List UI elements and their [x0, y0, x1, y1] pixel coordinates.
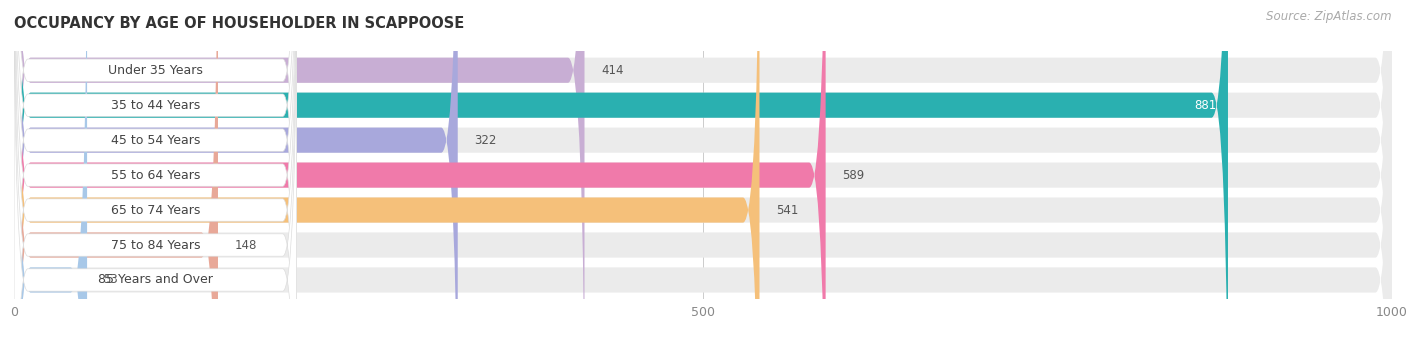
- Text: 75 to 84 Years: 75 to 84 Years: [111, 239, 200, 252]
- Text: 55 to 64 Years: 55 to 64 Years: [111, 169, 200, 182]
- FancyBboxPatch shape: [14, 0, 759, 340]
- FancyBboxPatch shape: [14, 0, 1392, 340]
- FancyBboxPatch shape: [14, 0, 297, 340]
- Text: OCCUPANCY BY AGE OF HOUSEHOLDER IN SCAPPOOSE: OCCUPANCY BY AGE OF HOUSEHOLDER IN SCAPP…: [14, 16, 464, 31]
- FancyBboxPatch shape: [14, 0, 87, 340]
- Text: 65 to 74 Years: 65 to 74 Years: [111, 204, 200, 217]
- FancyBboxPatch shape: [14, 0, 1227, 340]
- FancyBboxPatch shape: [14, 0, 1392, 340]
- Text: 414: 414: [600, 64, 623, 77]
- Text: Source: ZipAtlas.com: Source: ZipAtlas.com: [1267, 10, 1392, 23]
- FancyBboxPatch shape: [14, 0, 458, 340]
- FancyBboxPatch shape: [14, 0, 1392, 340]
- FancyBboxPatch shape: [14, 0, 297, 340]
- Text: 541: 541: [776, 204, 799, 217]
- FancyBboxPatch shape: [14, 0, 297, 340]
- FancyBboxPatch shape: [14, 0, 1392, 340]
- Text: 589: 589: [842, 169, 865, 182]
- Text: 322: 322: [474, 134, 496, 147]
- Text: 53: 53: [104, 273, 118, 287]
- FancyBboxPatch shape: [14, 0, 297, 340]
- FancyBboxPatch shape: [14, 0, 825, 340]
- Text: 148: 148: [235, 239, 257, 252]
- FancyBboxPatch shape: [14, 0, 297, 340]
- Text: Under 35 Years: Under 35 Years: [108, 64, 202, 77]
- Text: 45 to 54 Years: 45 to 54 Years: [111, 134, 200, 147]
- Text: 85 Years and Over: 85 Years and Over: [98, 273, 212, 287]
- FancyBboxPatch shape: [14, 0, 1392, 340]
- FancyBboxPatch shape: [14, 0, 1392, 340]
- Text: 35 to 44 Years: 35 to 44 Years: [111, 99, 200, 112]
- FancyBboxPatch shape: [14, 0, 297, 340]
- Text: 881: 881: [1195, 99, 1218, 112]
- FancyBboxPatch shape: [14, 0, 218, 340]
- FancyBboxPatch shape: [14, 0, 585, 340]
- FancyBboxPatch shape: [14, 0, 1392, 340]
- FancyBboxPatch shape: [14, 0, 297, 340]
